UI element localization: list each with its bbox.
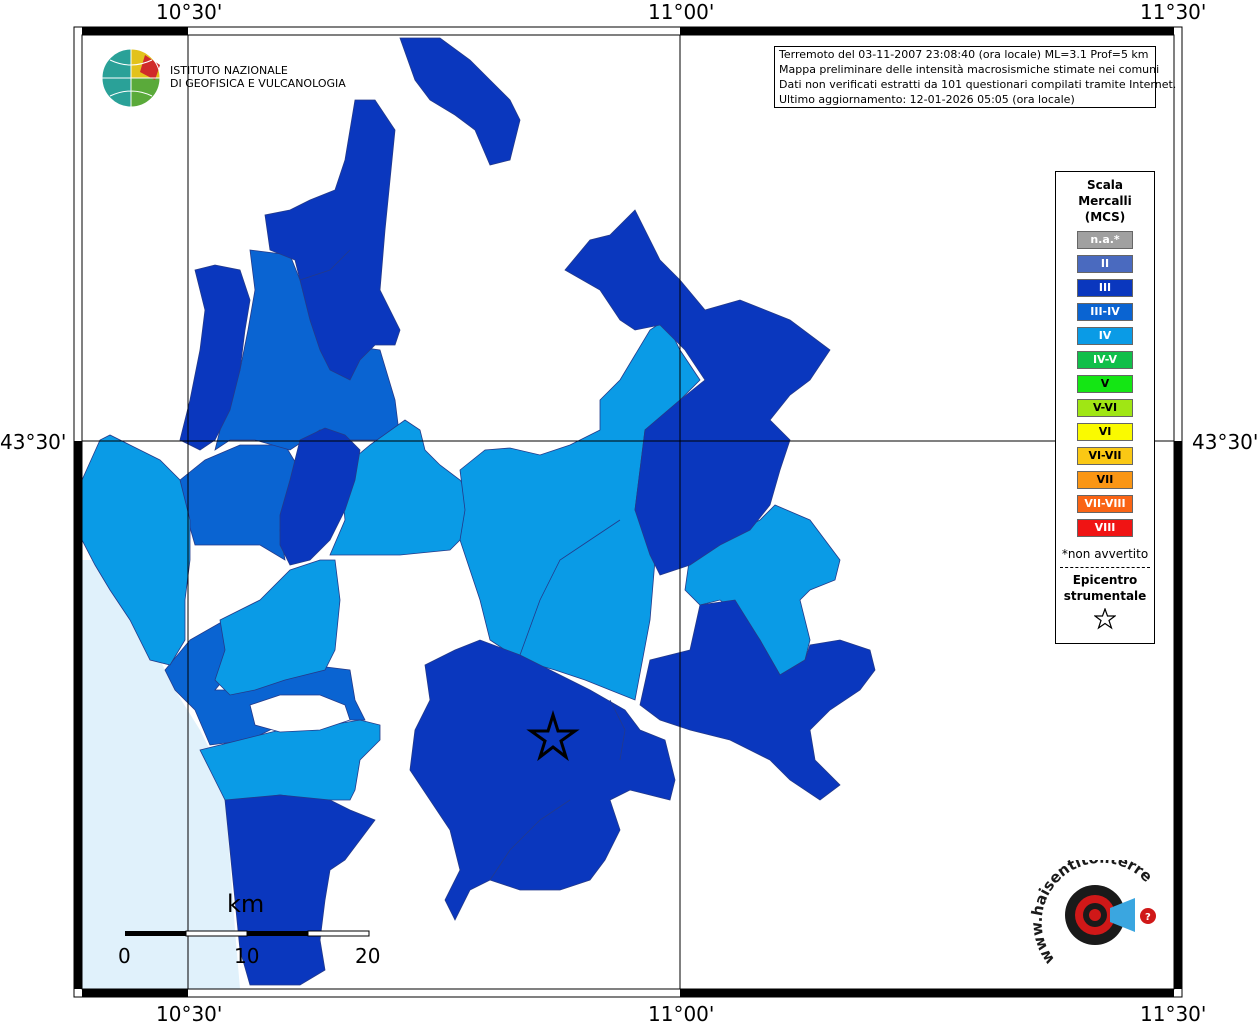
region-iii (264, 99, 401, 381)
info-line2: Mappa preliminare delle intensità macros… (779, 63, 1160, 76)
legend-epicenter-label: Epicentro strumentale (1056, 572, 1154, 604)
scale-bar-segment (125, 931, 186, 936)
legend-item: VII-VIII (1077, 495, 1133, 513)
legend-item: VIII (1077, 519, 1133, 537)
info-line1: Terremoto del 03-11-2007 23:08:40 (ora l… (779, 48, 1149, 61)
ingv-logo-icon (101, 48, 161, 108)
region-iii (639, 599, 876, 801)
lon-label-top: 11°30' (1140, 0, 1207, 24)
legend-item: V-VI (1077, 399, 1133, 417)
region-iii (179, 264, 251, 451)
earthquake-info-box: Terremoto del 03-11-2007 23:08:40 (ora l… (774, 46, 1177, 108)
lon-label-top: 11°00' (648, 0, 715, 24)
logo-line1: ISTITUTO NAZIONALE (170, 64, 288, 77)
ingv-logo-text: ISTITUTO NAZIONALE DI GEOFISICA E VULCAN… (170, 64, 346, 90)
scale-bar-label: 0 (118, 944, 131, 968)
lon-label-bottom: 11°30' (1140, 1002, 1207, 1026)
municipal-boundaries (299, 249, 626, 881)
legend-item: V (1077, 375, 1133, 393)
legend-item: II (1077, 255, 1133, 273)
lat-label-right: 43°30' (1192, 430, 1257, 454)
legend-item: IV (1077, 327, 1133, 345)
haisentito-logo-icon: ? (1065, 885, 1156, 945)
legend-title-line1: Scala (1086, 178, 1124, 192)
region-iii (399, 37, 521, 166)
scale-bar-segment (247, 931, 308, 936)
legend-title-line3: (MCS) (1084, 210, 1126, 224)
legend-separator (1060, 567, 1150, 568)
lat-label-left: 43°30' (0, 430, 67, 454)
lon-label-bottom: 10°30' (156, 1002, 223, 1026)
scale-bar-unit: km (227, 890, 265, 918)
scale-bar-segment (307, 930, 370, 937)
legend-item: III-IV (1077, 303, 1133, 321)
info-line4: Ultimo aggiornamento: 12-01-2026 05:05 (… (779, 93, 1075, 106)
lon-label-top: 10°30' (156, 0, 223, 24)
unreported-area (249, 694, 351, 733)
legend-item: VI-VII (1077, 447, 1133, 465)
svg-text:?: ? (1145, 912, 1151, 923)
watermark-text: www.haisentitoilterremoto.it (1030, 860, 1156, 968)
legend-items: n.a.* II III III-IV IV IV-V V V-VI VI VI-VII VII VI… (1056, 231, 1154, 537)
legend-item: VI (1077, 423, 1133, 441)
sea (82, 560, 240, 989)
region-iii (279, 427, 361, 566)
logo-line2: DI GEOFISICA E VULCANOLOGIA (170, 77, 346, 90)
info-line3: Dati non verificati estratti da 101 ques… (779, 78, 1177, 91)
lon-label-bottom: 11°00' (648, 1002, 715, 1026)
region-iv (81, 434, 191, 666)
legend-epicenter-line2: strumentale (1063, 589, 1147, 603)
epicenter-star-icon (526, 709, 580, 762)
scale-bar-label: 10 (234, 944, 260, 968)
legend-item: n.a.* (1077, 231, 1133, 249)
legend-title: Scala Mercalli (MCS) (1056, 177, 1154, 225)
legend-item: III (1077, 279, 1133, 297)
legend-item: IV-V (1077, 351, 1133, 369)
region-iii (409, 639, 676, 921)
legend-note: *non avvertito (1061, 547, 1149, 561)
legend-epicenter-line1: Epicentro (1072, 573, 1138, 587)
haisentito-watermark: www.haisentitoilterremoto.it (1030, 860, 1156, 968)
mercalli-legend: Scala Mercalli (MCS) n.a.* II III III-IV IV I… (1055, 171, 1155, 644)
svg-text:www.haisentitoilterremoto.it: www.haisentitoilterremoto.it (1030, 860, 1156, 968)
region-iv (684, 504, 841, 676)
scale-bar-label: 20 (355, 944, 381, 968)
legend-star-icon (1056, 607, 1154, 634)
legend-item: VII (1077, 471, 1133, 489)
scale-bar-segment (185, 930, 248, 937)
region-iii (564, 209, 831, 576)
region-iv (214, 559, 341, 696)
legend-title-line2: Mercalli (1078, 194, 1132, 208)
